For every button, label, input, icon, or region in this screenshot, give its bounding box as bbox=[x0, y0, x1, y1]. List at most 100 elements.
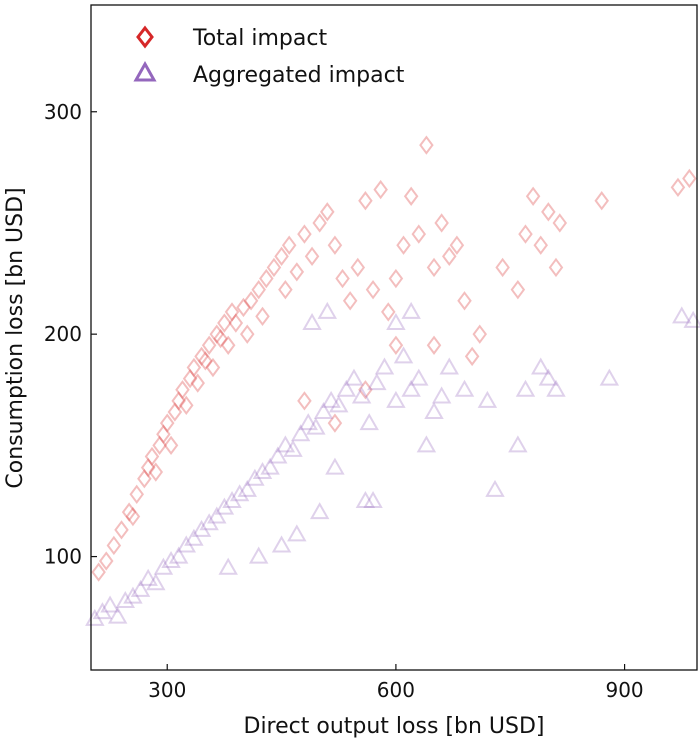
data-point-aggregated bbox=[401, 379, 421, 397]
data-point-aggregated bbox=[123, 586, 143, 604]
legend: Total impact Aggregated impact bbox=[133, 25, 405, 88]
series-aggregated-impact bbox=[85, 301, 700, 626]
data-point-aggregated bbox=[260, 457, 280, 475]
data-point-total bbox=[171, 391, 186, 411]
data-point-aggregated bbox=[184, 528, 204, 546]
plot-frame bbox=[90, 4, 698, 671]
data-point-total bbox=[320, 202, 335, 222]
data-point-total bbox=[682, 168, 697, 189]
data-point-aggregated bbox=[439, 357, 459, 375]
x-tick-label: 300 bbox=[148, 678, 186, 702]
data-point-aggregated bbox=[374, 357, 395, 375]
data-point-total bbox=[220, 335, 236, 355]
data-point-total bbox=[121, 502, 137, 522]
data-point-total bbox=[255, 306, 270, 327]
data-point-aggregated bbox=[107, 606, 128, 624]
data-point-aggregated bbox=[138, 568, 158, 586]
data-point-aggregated bbox=[229, 484, 250, 502]
data-point-aggregated bbox=[599, 368, 620, 386]
data-point-aggregated bbox=[538, 368, 559, 386]
data-point-aggregated bbox=[351, 386, 372, 404]
x-axis: 300 600 900 bbox=[148, 664, 644, 702]
data-point-total bbox=[266, 257, 282, 278]
data-point-aggregated bbox=[290, 424, 311, 442]
data-point-aggregated bbox=[275, 435, 296, 453]
data-point-total bbox=[159, 413, 175, 433]
data-point-aggregated bbox=[287, 524, 307, 542]
data-point-total bbox=[205, 357, 221, 378]
data-point-aggregated bbox=[321, 390, 341, 408]
data-point-total bbox=[114, 520, 129, 540]
data-point-total bbox=[327, 413, 343, 433]
data-point-aggregated bbox=[531, 357, 551, 375]
data-point-aggregated bbox=[515, 379, 536, 397]
data-point-total bbox=[457, 291, 472, 311]
x-tick-label: 600 bbox=[377, 678, 415, 702]
data-point-aggregated bbox=[367, 373, 387, 391]
data-point-total bbox=[297, 224, 312, 244]
data-point-total bbox=[278, 280, 293, 300]
data-point-aggregated bbox=[329, 395, 349, 413]
data-point-aggregated bbox=[207, 506, 227, 524]
data-point-total bbox=[358, 380, 373, 400]
data-point-aggregated bbox=[130, 579, 151, 597]
y-tick-label: 300 bbox=[44, 100, 82, 124]
data-point-total bbox=[137, 469, 152, 489]
data-point-aggregated bbox=[199, 513, 219, 531]
data-point-total bbox=[381, 302, 396, 322]
data-point-total bbox=[297, 391, 312, 411]
legend-label-aggregated: Aggregated impact bbox=[193, 63, 405, 88]
data-point-total bbox=[179, 395, 194, 416]
data-point-total bbox=[396, 235, 411, 255]
data-point-total bbox=[140, 457, 156, 478]
data-point-aggregated bbox=[325, 457, 345, 475]
data-point-total bbox=[243, 291, 259, 311]
data-point-total bbox=[106, 535, 122, 556]
data-point-total bbox=[548, 257, 564, 278]
data-point-aggregated bbox=[424, 401, 444, 420]
data-point-aggregated bbox=[271, 535, 292, 553]
data-point-total bbox=[388, 268, 404, 289]
x-tick-label: 900 bbox=[605, 678, 643, 702]
data-point-total bbox=[259, 268, 274, 289]
data-point-aggregated bbox=[168, 546, 189, 564]
data-point-aggregated bbox=[485, 479, 505, 497]
data-point-total bbox=[217, 313, 232, 333]
data-point-total bbox=[434, 213, 449, 233]
data-point-total bbox=[403, 186, 419, 206]
legend-triangle-icon bbox=[133, 60, 157, 82]
data-point-aggregated bbox=[222, 490, 242, 508]
data-point-total bbox=[224, 302, 240, 322]
data-point-aggregated bbox=[344, 368, 364, 386]
data-point-aggregated bbox=[268, 446, 288, 464]
data-point-total bbox=[186, 357, 202, 378]
data-point-aggregated bbox=[416, 435, 437, 453]
data-point-aggregated bbox=[508, 435, 528, 453]
data-point-total bbox=[194, 346, 209, 367]
data-point-aggregated bbox=[431, 386, 452, 404]
data-point-total bbox=[198, 351, 213, 371]
data-point-total bbox=[495, 257, 510, 278]
y-tick-label: 100 bbox=[44, 545, 82, 569]
data-point-aggregated bbox=[153, 557, 174, 575]
data-point-aggregated bbox=[100, 595, 120, 613]
data-point-aggregated bbox=[672, 306, 692, 324]
data-point-total bbox=[91, 562, 106, 582]
data-point-total bbox=[163, 435, 179, 456]
x-axis-label: Direct output loss [bn USD] bbox=[244, 714, 545, 739]
data-point-aggregated bbox=[477, 390, 498, 408]
data-point-total bbox=[426, 335, 442, 355]
data-point-aggregated bbox=[317, 301, 338, 319]
data-point-total bbox=[236, 297, 251, 318]
y-axis-label: Consumption loss [bn USD] bbox=[3, 187, 28, 488]
data-point-aggregated bbox=[245, 468, 265, 486]
data-point-aggregated bbox=[306, 417, 326, 435]
data-point-aggregated bbox=[309, 502, 330, 520]
data-point-aggregated bbox=[161, 551, 181, 569]
data-point-aggregated bbox=[336, 379, 357, 397]
data-point-total bbox=[411, 224, 427, 244]
legend-diamond-icon bbox=[136, 25, 154, 49]
data-point-total bbox=[281, 235, 297, 255]
data-point-total bbox=[167, 402, 183, 422]
